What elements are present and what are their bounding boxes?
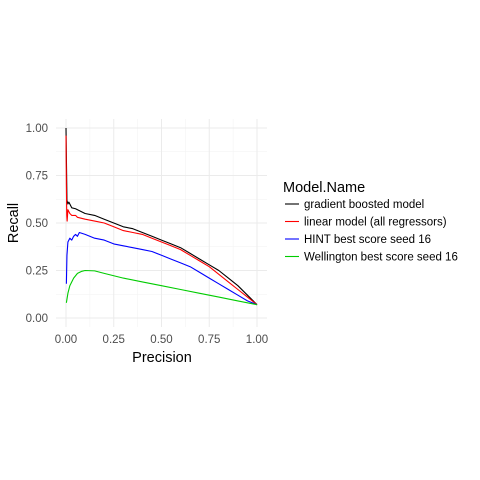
x-tick-label-0: 0.00 (55, 334, 77, 346)
x-tick-label-4: 1.00 (246, 334, 268, 346)
y-tick-label-3: 0.75 (26, 171, 48, 183)
legend-title: Model.Name (283, 180, 365, 196)
legend-label-3: Wellington best score seed 16 (304, 252, 458, 264)
legend-label-1: linear model (all regressors) (304, 217, 447, 229)
x-tick-label-1: 0.25 (103, 334, 125, 346)
y-axis-title: Recall (6, 203, 22, 243)
y-tick-label-1: 0.25 (26, 266, 48, 278)
y-tick-label-4: 1.00 (26, 123, 48, 135)
x-axis-title: Precision (132, 350, 192, 366)
legend-label-0: gradient boosted model (304, 199, 424, 211)
x-tick-label-3: 0.75 (198, 334, 220, 346)
y-tick-label-2: 0.50 (26, 218, 48, 230)
y-tick-label-0: 0.00 (26, 313, 48, 325)
x-tick-label-2: 0.50 (150, 334, 172, 346)
legend-label-2: HINT best score seed 16 (304, 234, 431, 246)
